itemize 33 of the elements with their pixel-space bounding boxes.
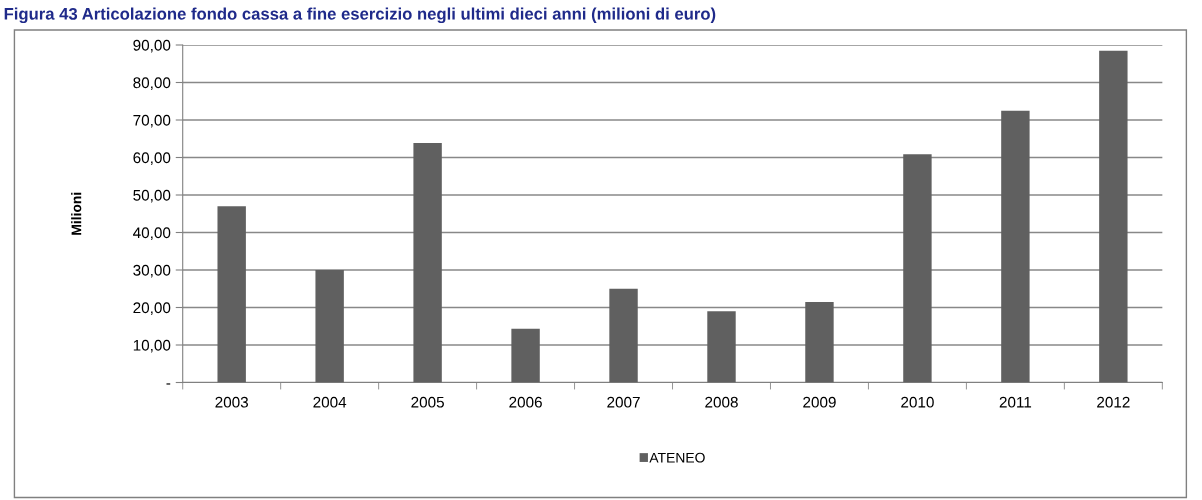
y-tick-label: 20,00: [133, 302, 171, 315]
y-tick-label: 40,00: [133, 227, 171, 240]
y-tick-label: 70,00: [133, 114, 171, 128]
x-tick-label: 2012: [1097, 396, 1130, 408]
x-tick-label: 2004: [313, 396, 347, 408]
y-tick-label: 80,00: [133, 77, 171, 90]
bar: [217, 206, 246, 383]
bar: [315, 270, 344, 383]
y-tick-label: 50,00: [133, 189, 171, 203]
x-tick-label: 2010: [901, 396, 934, 408]
legend-label: ATENEO: [649, 452, 705, 463]
bar: [1001, 110, 1030, 383]
x-tick-label: 2008: [705, 396, 738, 408]
y-tick-label: -: [166, 383, 171, 385]
y-tick-label: 60,00: [133, 152, 171, 165]
y-axis-title: Milioni: [71, 192, 82, 235]
bar: [707, 311, 736, 383]
x-tick-label: 2009: [803, 396, 836, 408]
bar: [1099, 50, 1128, 383]
bar: [609, 288, 638, 383]
bar: [903, 154, 932, 383]
y-tick-label: 10,00: [133, 339, 171, 353]
x-tick-label: 2006: [509, 396, 542, 408]
x-tick-label: 2005: [411, 396, 444, 408]
bar: [413, 142, 442, 383]
y-tick-label: 90,00: [133, 39, 171, 53]
bar: [511, 328, 540, 383]
chart-title: Figura 43 Articolazione fondo cassa a fine esercizio negli ultimi dieci anni (milioni di euro): [4, 7, 716, 24]
x-tick-label: 2011: [999, 396, 1032, 408]
bar: [805, 301, 834, 383]
y-tick-label: 30,00: [133, 264, 171, 278]
x-tick-label: 2003: [215, 396, 249, 408]
x-tick-label: 2007: [607, 396, 640, 408]
